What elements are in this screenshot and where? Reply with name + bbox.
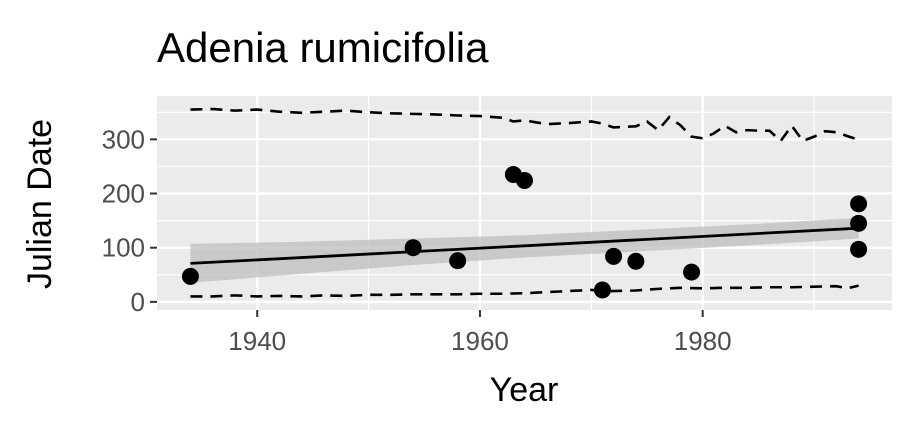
x-tick-label: 1940 — [228, 326, 286, 356]
trend-line — [190, 226, 859, 265]
data-point — [181, 267, 199, 285]
data-point — [449, 252, 467, 270]
confidence-band — [190, 217, 859, 283]
data-point — [850, 195, 868, 213]
confidence-band-layer — [190, 217, 859, 283]
bound-lines-layer — [190, 107, 860, 298]
x-tick-label: 1960 — [451, 326, 509, 356]
data-points-layer — [181, 166, 868, 299]
y-axis-title: Julian Date — [21, 119, 59, 289]
data-point — [593, 281, 611, 299]
y-tick-label: 200 — [102, 179, 145, 209]
data-point — [404, 239, 422, 257]
y-tick-label: 0 — [131, 287, 145, 317]
x-tick-label: 1980 — [674, 326, 732, 356]
plot-panel — [157, 96, 892, 310]
trend-line-layer — [190, 226, 859, 265]
upper-bound-line — [190, 107, 860, 143]
x-axis-title: Year — [490, 371, 559, 409]
y-tick-label: 100 — [102, 233, 145, 263]
y-tick-label: 300 — [102, 124, 145, 154]
data-point — [605, 247, 623, 265]
chart-title: Adenia rumicifolia — [157, 24, 489, 71]
data-point — [683, 263, 701, 281]
data-point — [516, 172, 533, 190]
data-point — [627, 252, 645, 270]
data-point — [850, 240, 868, 258]
x-axis: 1940 1960 1980 — [228, 310, 732, 356]
y-axis: 0 100 200 300 — [102, 124, 157, 317]
data-point — [850, 214, 868, 232]
